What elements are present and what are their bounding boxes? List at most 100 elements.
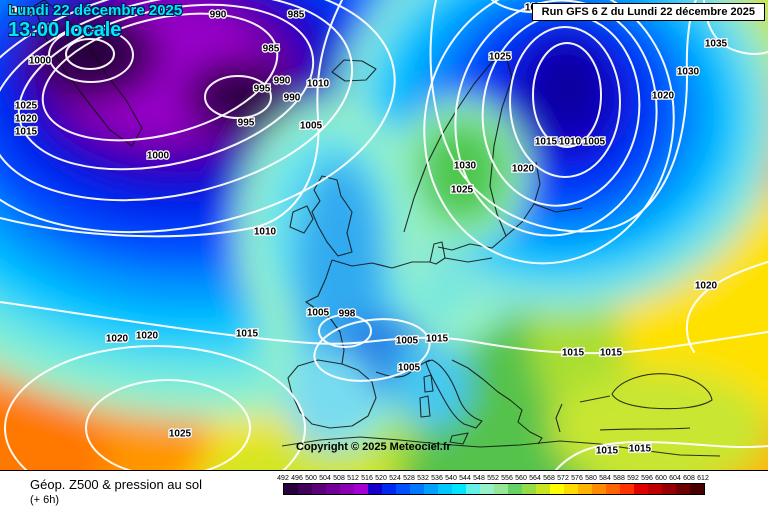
scale-color-cell <box>690 484 704 494</box>
pressure-label: 995 <box>238 118 255 129</box>
scale-value: 592 <box>627 475 639 482</box>
scale-value: 528 <box>403 475 415 482</box>
scale-value: 568 <box>543 475 555 482</box>
pressure-label: 1015 <box>629 444 652 455</box>
pressure-label: 1025 <box>451 185 474 196</box>
z500-field-layer <box>0 0 768 470</box>
scale-value: 580 <box>585 475 597 482</box>
pressure-label: 985 <box>288 10 305 21</box>
pressure-label: 990 <box>210 10 227 21</box>
scale-color-cell <box>480 484 494 494</box>
pressure-label: 1005 <box>583 137 606 148</box>
scale-color-cell <box>284 484 298 494</box>
scale-value: 604 <box>669 475 681 482</box>
scale-value: 588 <box>613 475 625 482</box>
scale-value: 504 <box>319 475 331 482</box>
pressure-label: 995 <box>254 84 271 95</box>
scale-color-cell <box>424 484 438 494</box>
scale-value: 600 <box>655 475 667 482</box>
pressure-label: 1005 <box>396 336 419 347</box>
scale-color-cell <box>550 484 564 494</box>
pressure-label: 998 <box>339 309 356 320</box>
pressure-label: 1015 <box>535 137 558 148</box>
scale-color-cell <box>340 484 354 494</box>
scale-value: 508 <box>333 475 345 482</box>
scale-value: 544 <box>459 475 471 482</box>
scale-color-cell <box>606 484 620 494</box>
pressure-label: 1020 <box>136 331 159 342</box>
scale-color-cell <box>564 484 578 494</box>
pressure-label: 1035 <box>705 39 728 50</box>
pressure-label: 1005 <box>300 121 323 132</box>
pressure-label: 1010 <box>254 227 277 238</box>
pressure-label: 985 <box>263 44 280 55</box>
scale-color-cell <box>396 484 410 494</box>
scale-color-cell <box>368 484 382 494</box>
scale-value: 516 <box>361 475 373 482</box>
pressure-label: 1025 <box>11 7 34 18</box>
pressure-label: 1005 <box>307 308 330 319</box>
pressure-label: 1010 <box>559 137 582 148</box>
copyright-label: Copyright © 2025 Meteociel.fr <box>296 441 451 453</box>
pressure-label: 1005 <box>398 363 421 374</box>
pressure-label: 990 <box>284 93 301 104</box>
forecast-hour-label: (+ 6h) <box>30 494 60 506</box>
scale-color-cell <box>662 484 676 494</box>
run-info-box: Run GFS 6 Z du Lundi 22 décembre 2025 <box>531 3 765 21</box>
scale-value: 548 <box>473 475 485 482</box>
pressure-label: 1015 <box>426 334 449 345</box>
scale-color-cell <box>536 484 550 494</box>
scale-value: 524 <box>389 475 401 482</box>
scale-values-row: 492 496 500 504 508 512 516 520 524 528 532 536 540 5… <box>276 475 710 482</box>
pressure-label: 1015 <box>562 348 585 359</box>
scale-value: 576 <box>571 475 583 482</box>
scale-value: 492 <box>277 475 289 482</box>
pressure-label: 1020 <box>695 281 718 292</box>
pressure-label: 990 <box>274 76 291 87</box>
pressure-label: 1030 <box>454 161 477 172</box>
scale-value: 560 <box>515 475 527 482</box>
scale-value: 596 <box>641 475 653 482</box>
scale-value: 520 <box>375 475 387 482</box>
scale-color-cell <box>466 484 480 494</box>
scale-value: 552 <box>487 475 499 482</box>
scale-color-cell <box>312 484 326 494</box>
scale-color-cell <box>354 484 368 494</box>
scale-color-cell <box>438 484 452 494</box>
scale-value: 584 <box>599 475 611 482</box>
scale-color-cell <box>634 484 648 494</box>
scale-value: 540 <box>445 475 457 482</box>
scale-color-cell <box>326 484 340 494</box>
scale-value: 556 <box>501 475 513 482</box>
scale-color-cell <box>578 484 592 494</box>
pressure-label: 1000 <box>29 56 52 67</box>
scale-color-cell <box>620 484 634 494</box>
pressure-label: 1010 <box>307 79 330 90</box>
scale-color-cell <box>382 484 396 494</box>
scale-color-cell <box>648 484 662 494</box>
pressure-label: 1015 <box>236 329 259 340</box>
scale-value: 608 <box>683 475 695 482</box>
pressure-label: 1025 <box>489 52 512 63</box>
scale-value: 512 <box>347 475 359 482</box>
legend-bar: Géop. Z500 & pression au sol (+ 6h) 492 4… <box>0 470 768 512</box>
pressure-label: 1020 <box>512 164 535 175</box>
pressure-label: 1000 <box>147 151 170 162</box>
scale-colors-row <box>283 483 705 495</box>
scale-color-cell <box>522 484 536 494</box>
pressure-label: 1020 <box>652 91 675 102</box>
scale-color-cell <box>452 484 466 494</box>
pressure-label: 1025 <box>15 101 38 112</box>
isobar-layer <box>0 0 768 470</box>
scale-value: 500 <box>305 475 317 482</box>
scale-value: 564 <box>529 475 541 482</box>
scale-value: 532 <box>417 475 429 482</box>
pressure-label: 1020 <box>15 114 38 125</box>
pressure-label: 1015 <box>600 348 623 359</box>
color-scale: 492 496 500 504 508 512 516 520 524 528 532 536 540 5… <box>276 475 710 495</box>
scale-value: 612 <box>697 475 709 482</box>
pressure-label: 1030 <box>677 67 700 78</box>
